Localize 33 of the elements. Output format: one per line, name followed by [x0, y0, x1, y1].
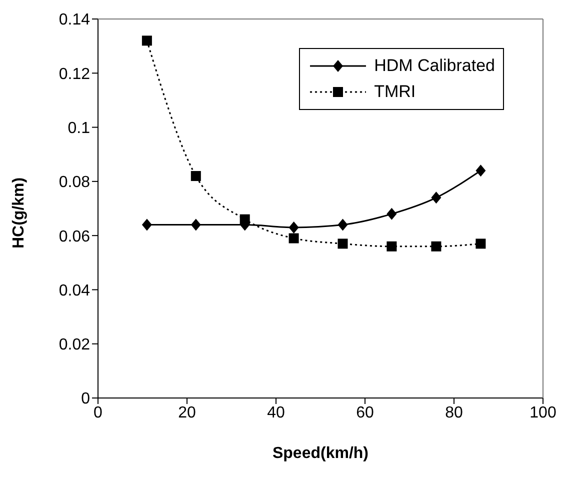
y-tick-label: 0.14	[58, 12, 90, 29]
point	[142, 218, 152, 231]
y-tick-label: 0.12	[58, 66, 90, 83]
point	[288, 233, 299, 244]
y-tick-label: 0	[81, 390, 90, 408]
x-tick-label: 80	[445, 404, 463, 422]
point	[240, 214, 250, 224]
point	[476, 238, 486, 249]
x-tick-label: 60	[356, 404, 374, 422]
y-tick-label: 0.08	[58, 174, 90, 192]
x-axis-title: Speed(km/h)	[272, 445, 369, 462]
point	[386, 208, 397, 220]
point	[190, 218, 201, 231]
point	[338, 238, 348, 249]
y-tick-label: 0.1	[68, 120, 90, 137]
x-tick-label: 20	[178, 404, 196, 422]
point	[431, 192, 442, 204]
legend-label: HDM Calibrated	[374, 56, 495, 76]
y-tick-label: 0.06	[58, 228, 90, 246]
point	[288, 221, 299, 234]
point	[386, 241, 397, 252]
y-axis-title: HC(g/km)	[10, 177, 28, 248]
point	[338, 218, 348, 231]
x-tick-label: 0	[94, 404, 103, 422]
point	[431, 241, 442, 252]
point	[190, 171, 201, 182]
y-tick-label: 0.04	[58, 282, 90, 300]
legend-label: TMRI	[374, 82, 416, 102]
point	[476, 164, 486, 177]
x-tick-label: 100	[530, 404, 556, 422]
x-tick-label: 40	[267, 404, 285, 422]
point	[142, 36, 152, 46]
y-tick-label: 0.02	[58, 336, 90, 354]
